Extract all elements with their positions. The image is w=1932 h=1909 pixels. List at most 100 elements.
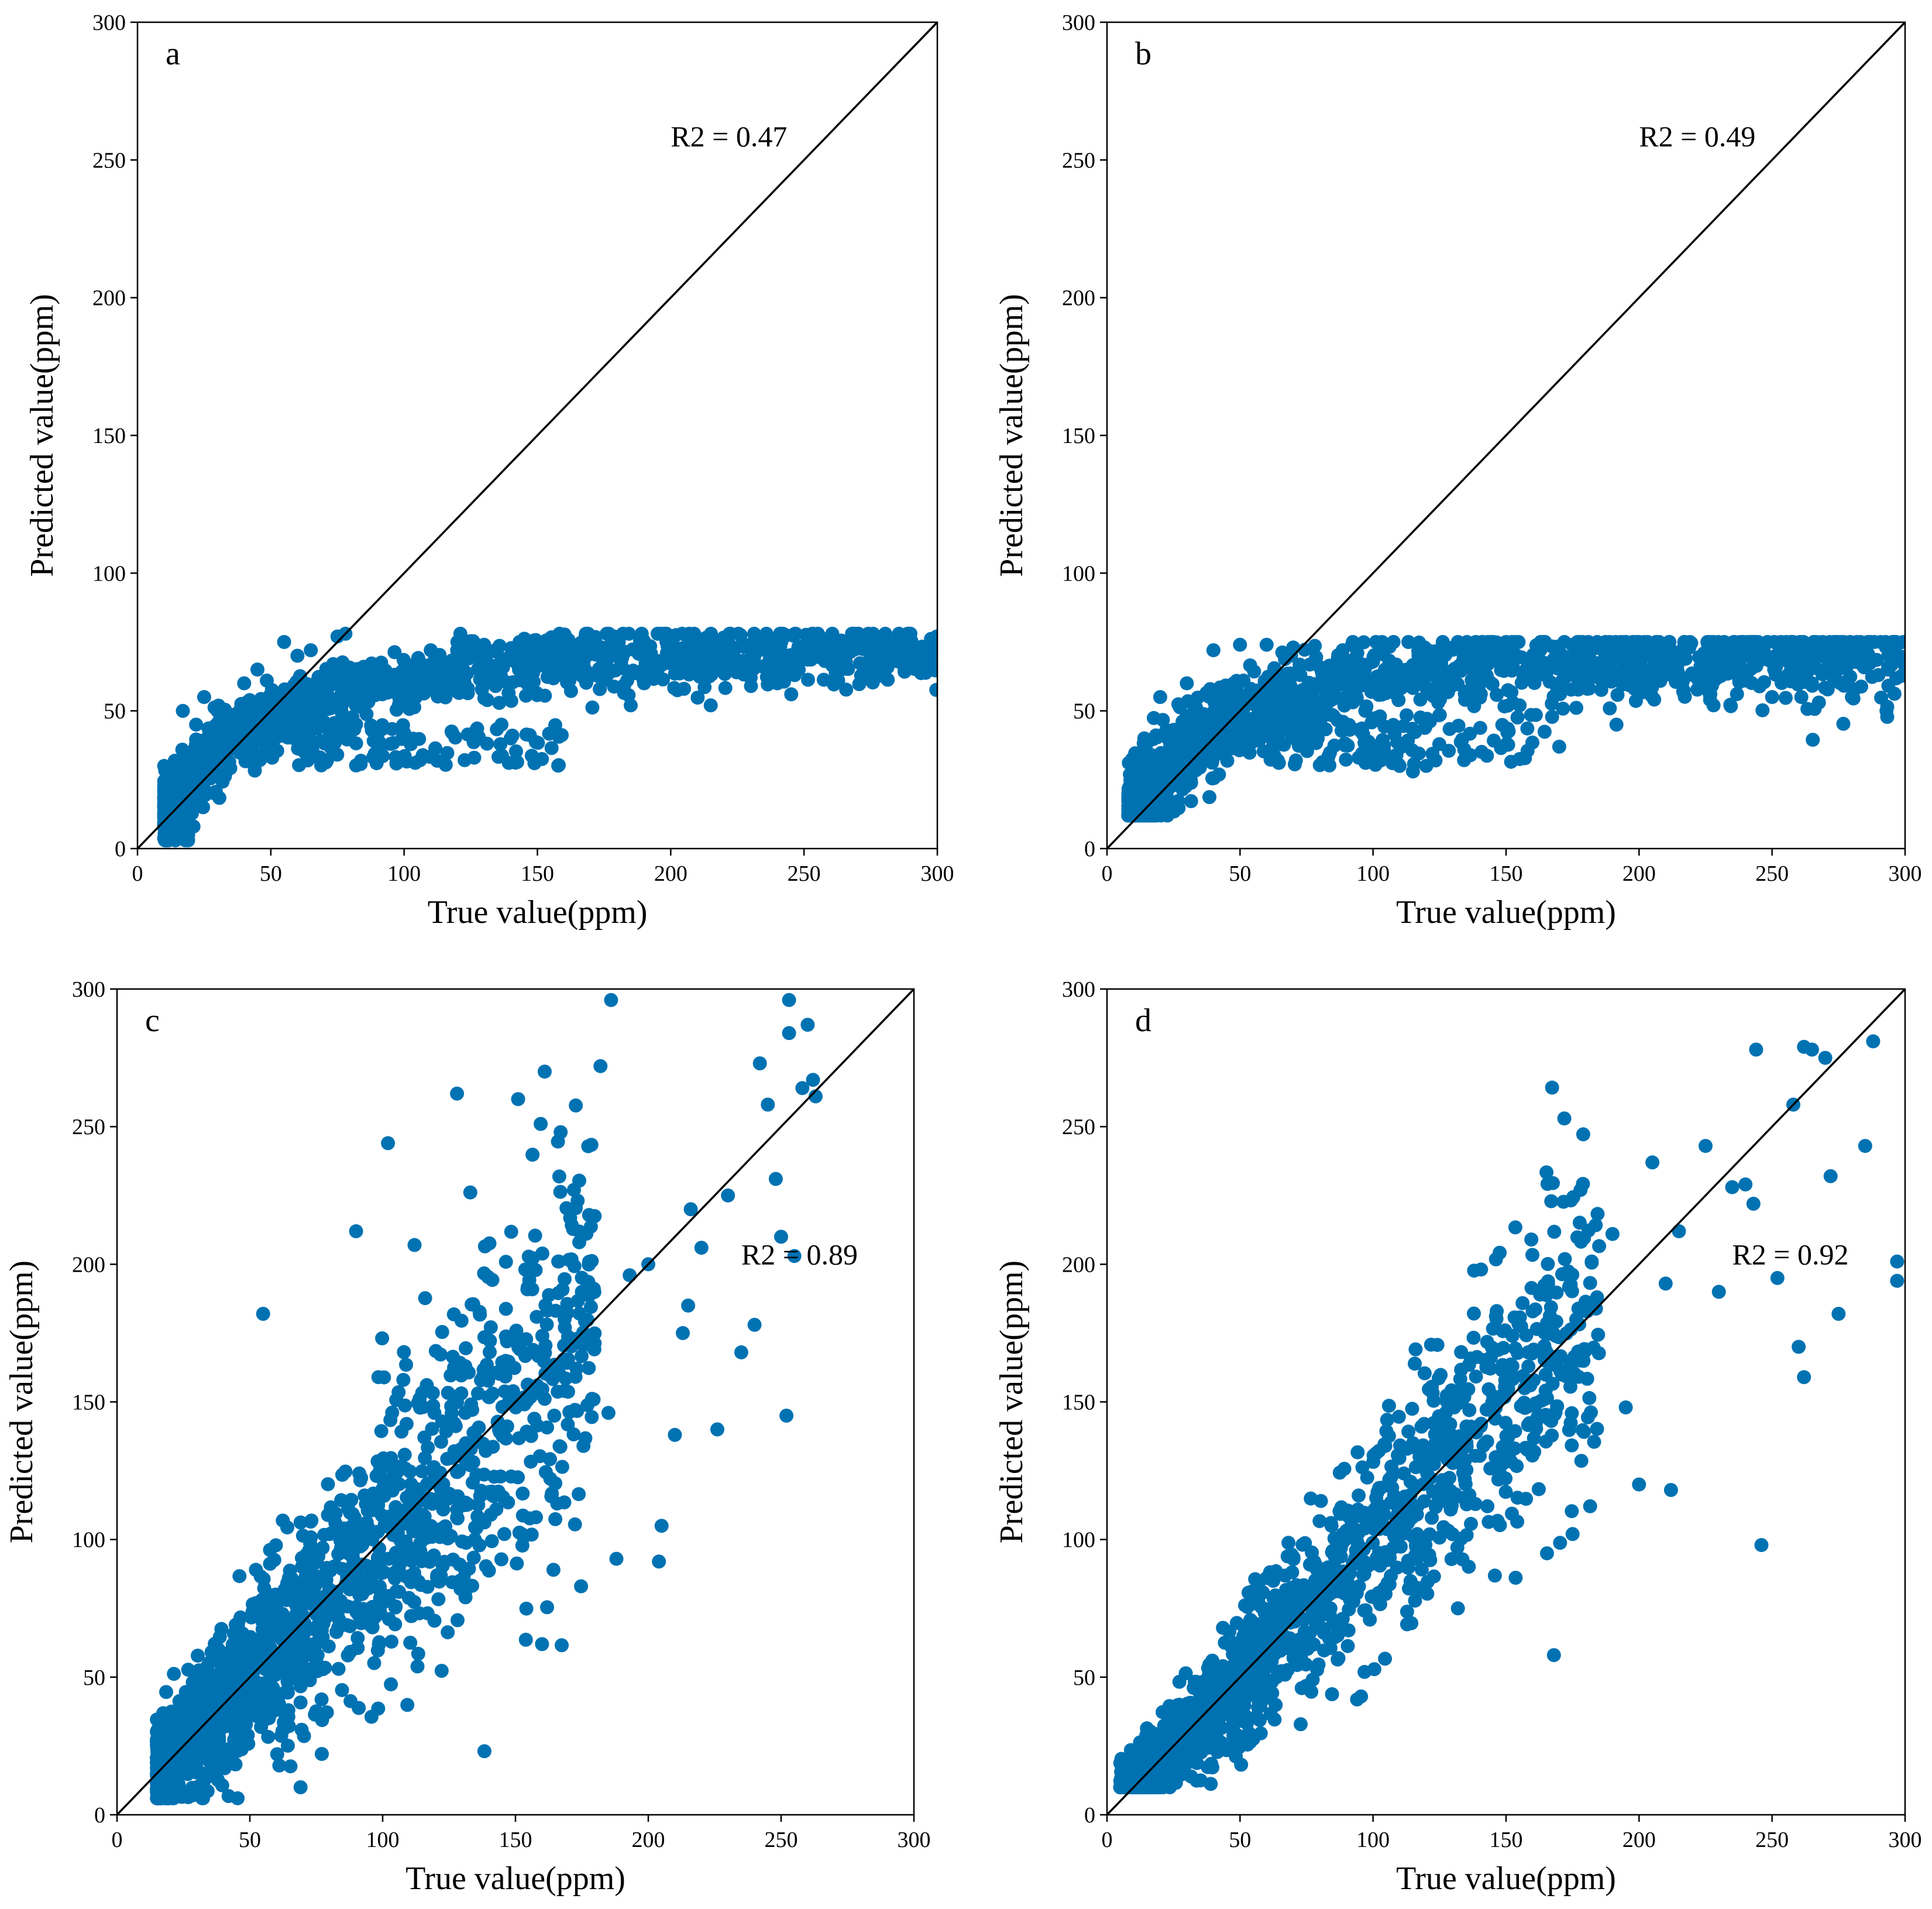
data-point <box>211 1773 225 1787</box>
data-point <box>1730 687 1744 701</box>
data-point <box>390 1525 405 1540</box>
data-point <box>214 1657 228 1671</box>
data-point <box>418 1451 432 1465</box>
data-point <box>1446 640 1460 655</box>
data-point <box>539 1317 554 1332</box>
data-point <box>555 1638 569 1653</box>
data-point <box>274 1620 289 1635</box>
data-point <box>298 1646 312 1660</box>
data-point <box>222 1673 236 1688</box>
data-point <box>1836 716 1851 731</box>
data-point <box>544 741 559 756</box>
data-point <box>1286 640 1301 655</box>
data-point <box>307 749 321 764</box>
data-point <box>343 1694 358 1708</box>
data-point <box>582 1361 596 1375</box>
data-point <box>1509 648 1524 663</box>
data-point <box>1390 683 1404 698</box>
data-point <box>414 1510 429 1525</box>
data-point <box>1369 710 1383 725</box>
data-point <box>283 1759 298 1774</box>
data-point <box>1188 763 1203 778</box>
data-point <box>1327 739 1342 753</box>
data-point <box>276 1633 290 1647</box>
data-point <box>511 1431 526 1446</box>
data-point <box>1345 638 1359 653</box>
data-point <box>624 698 638 713</box>
data-point <box>528 1228 542 1243</box>
data-point <box>1622 678 1637 692</box>
data-point <box>389 1546 403 1560</box>
data-point <box>847 626 861 641</box>
data-point <box>752 635 767 650</box>
data-point <box>1756 644 1771 658</box>
data-point <box>444 1368 458 1383</box>
data-point <box>1552 739 1566 754</box>
data-point <box>1288 684 1302 699</box>
y-tick-label: 150 <box>1062 424 1095 448</box>
data-point <box>440 746 455 760</box>
data-point <box>1144 748 1159 763</box>
data-point <box>309 1622 323 1636</box>
data-point <box>373 1604 387 1619</box>
data-point <box>467 750 482 765</box>
data-point <box>761 662 775 677</box>
data-point <box>383 737 398 751</box>
y-tick-label: 300 <box>92 11 126 35</box>
data-point <box>683 645 697 660</box>
data-point <box>1243 682 1258 696</box>
data-point <box>1261 669 1276 684</box>
data-point <box>418 1291 432 1306</box>
data-point <box>470 1509 485 1524</box>
data-point <box>484 1534 499 1549</box>
data-point <box>467 1426 482 1441</box>
data-point <box>375 1331 390 1345</box>
data-point <box>1786 648 1800 663</box>
data-point <box>805 632 820 647</box>
data-point <box>1534 654 1549 669</box>
data-point <box>1571 673 1586 688</box>
data-point <box>548 718 562 733</box>
data-point <box>1126 800 1141 815</box>
data-point <box>578 1431 593 1446</box>
data-point <box>321 1508 335 1522</box>
data-point <box>400 754 414 769</box>
data-point <box>563 1211 577 1225</box>
x-tick-label: 100 <box>387 861 421 886</box>
data-point <box>330 629 345 644</box>
data-point <box>425 1422 439 1436</box>
data-point <box>384 1635 398 1649</box>
data-point <box>452 1557 467 1572</box>
data-point <box>369 756 384 771</box>
data-point <box>1208 746 1222 760</box>
data-point <box>403 1464 417 1479</box>
data-point <box>515 1486 530 1501</box>
data-point <box>557 1383 572 1398</box>
data-point <box>462 1365 476 1380</box>
data-point <box>1706 698 1721 713</box>
data-point <box>441 1625 455 1640</box>
data-point <box>353 753 368 768</box>
data-point <box>1386 717 1401 732</box>
data-point <box>1273 736 1287 750</box>
data-point <box>1455 732 1469 747</box>
data-point <box>557 648 572 663</box>
data-point <box>499 1255 513 1269</box>
data-point <box>353 1539 367 1554</box>
data-point <box>1206 643 1221 658</box>
data-point <box>1301 726 1315 741</box>
x-tick-label: 100 <box>1356 861 1390 886</box>
data-point <box>1432 708 1446 723</box>
data-point <box>235 1732 249 1746</box>
data-point <box>211 725 226 739</box>
y-axis-label: Predicted value(ppm) <box>24 294 60 577</box>
data-point <box>563 665 578 679</box>
data-point <box>524 1454 538 1469</box>
data-point <box>1690 682 1704 697</box>
data-point <box>437 1554 452 1569</box>
data-point <box>333 1533 348 1548</box>
data-point <box>1504 685 1519 699</box>
data-point <box>463 1458 477 1472</box>
data-point <box>198 1664 212 1679</box>
data-point <box>1375 635 1390 649</box>
